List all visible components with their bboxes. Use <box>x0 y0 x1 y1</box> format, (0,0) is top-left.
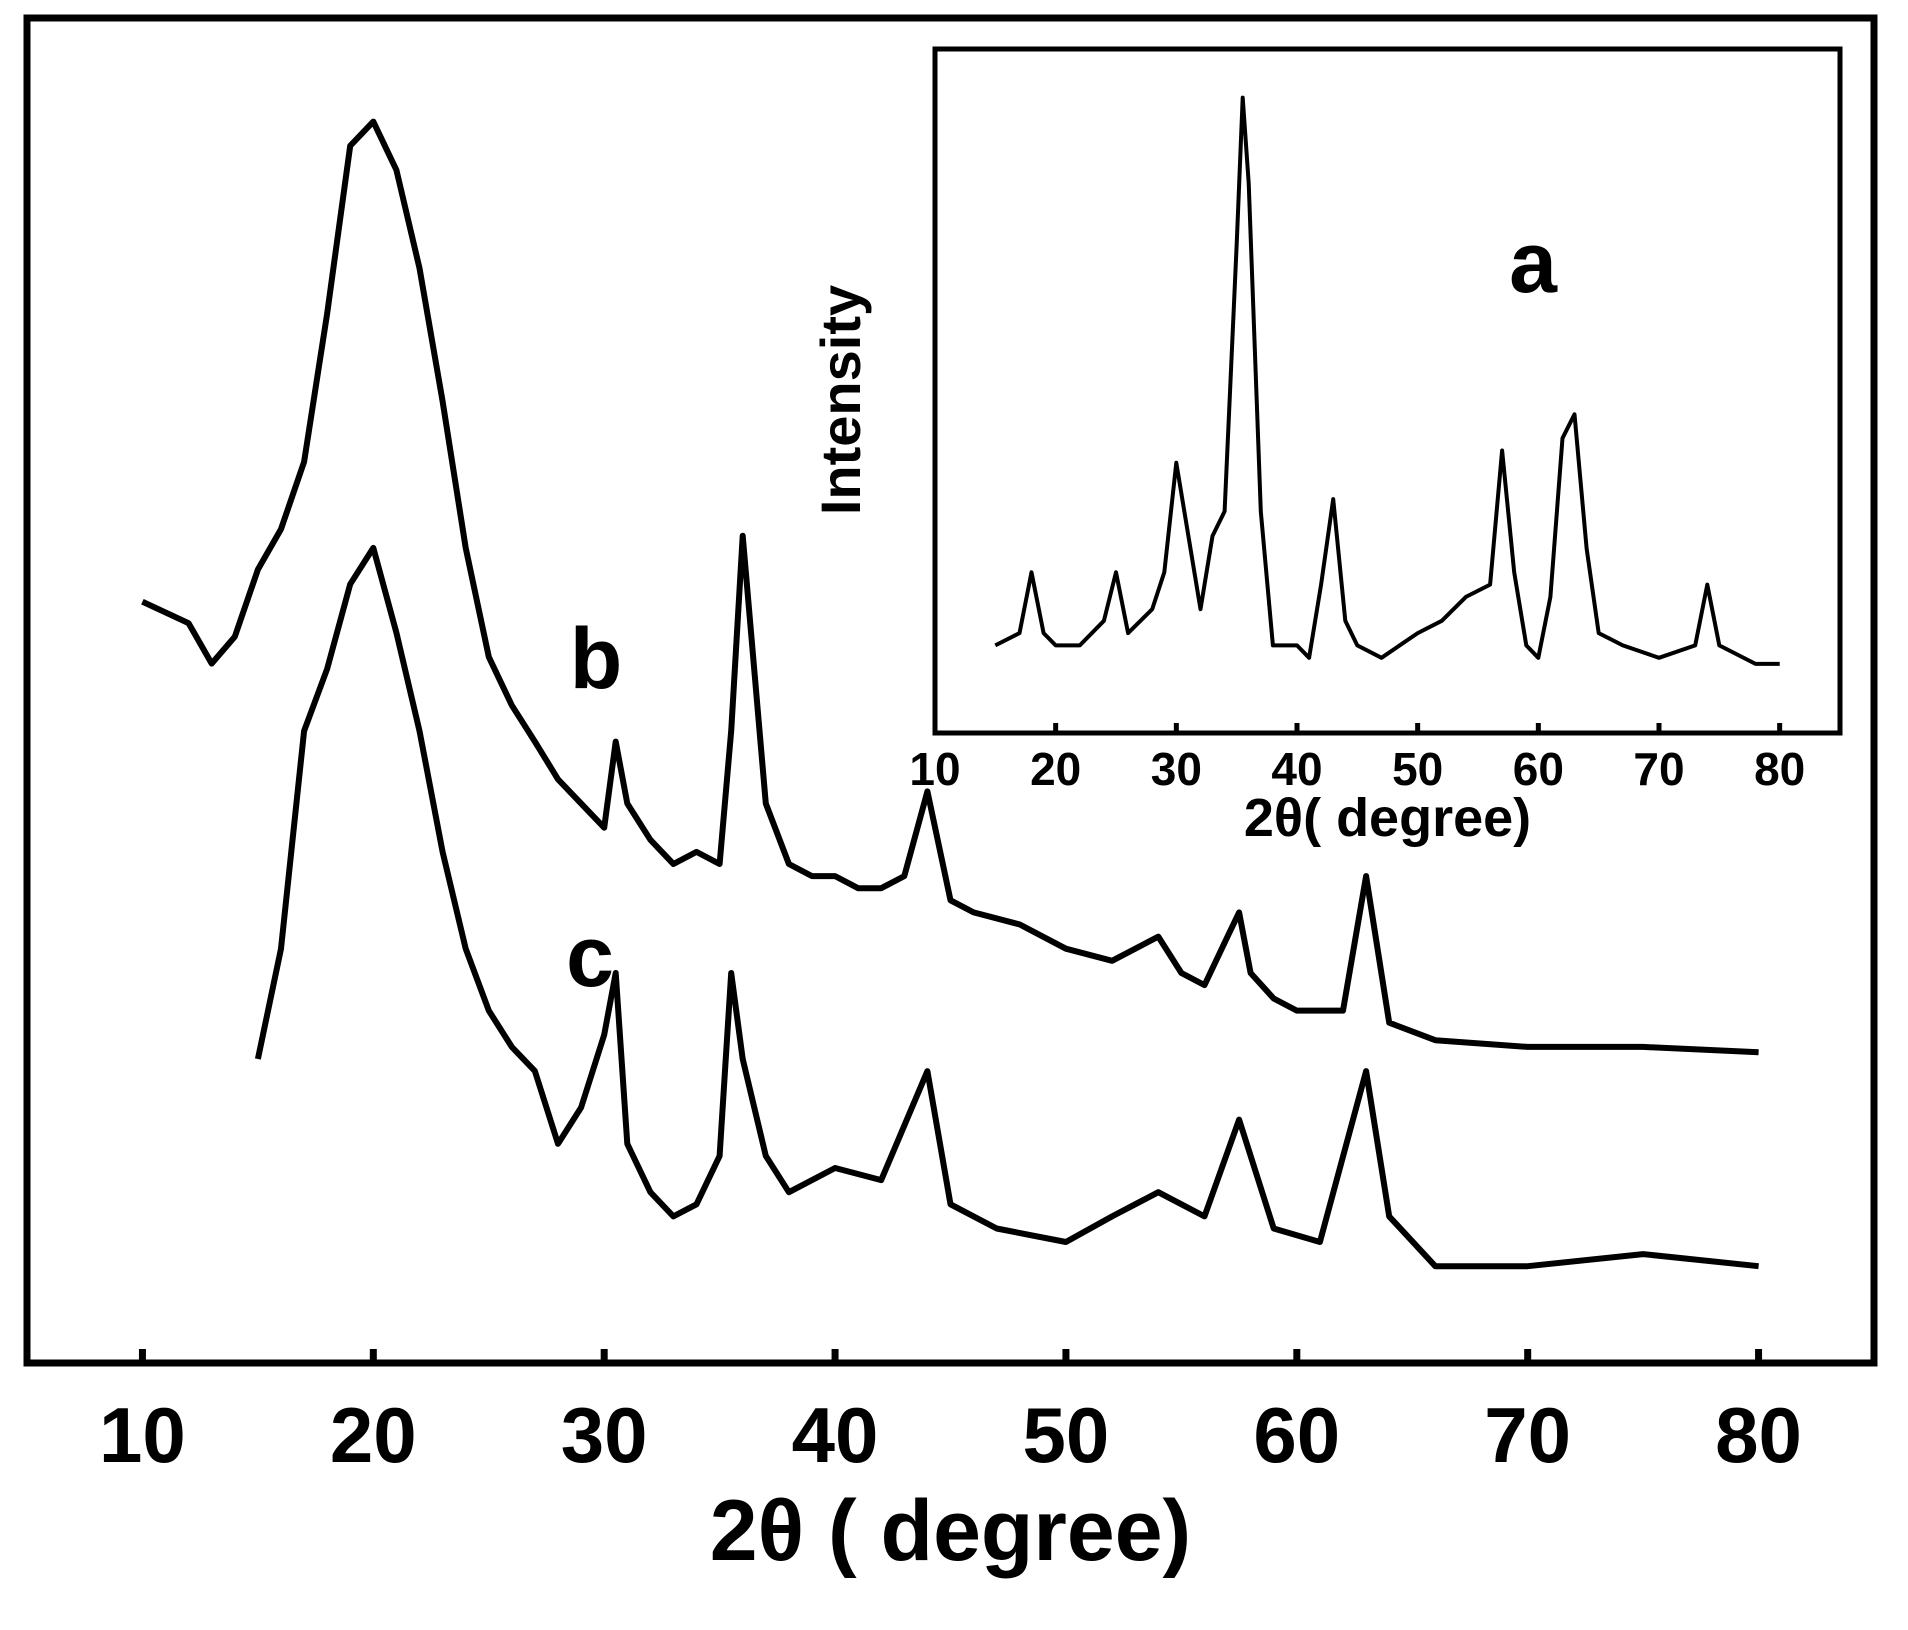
x-tick-label: 30 <box>1151 743 1202 795</box>
plot-frame <box>932 46 1843 736</box>
x-axis-label: 2θ( degree) <box>1244 788 1531 848</box>
x-tick-label: 10 <box>99 1391 186 1479</box>
x-tick-label: 60 <box>1253 1391 1340 1479</box>
x-tick-label: 10 <box>909 743 960 795</box>
data-line <box>994 95 1780 666</box>
data-line <box>254 544 1759 1270</box>
x-tick-label: 80 <box>1754 743 1805 795</box>
x-tick-label: 70 <box>1633 743 1684 795</box>
y-axis-label: Intensity <box>809 285 872 515</box>
curve-label: c <box>566 909 614 1005</box>
x-axis-label: 2θ ( degree) <box>710 1483 1191 1579</box>
x-tick-label: 20 <box>330 1391 417 1479</box>
x-tick-label: 40 <box>1271 743 1322 795</box>
data-line <box>141 118 1759 1056</box>
x-tick-label: 80 <box>1715 1391 1802 1479</box>
curve-label: b <box>570 611 623 707</box>
x-tick-label: 30 <box>561 1391 648 1479</box>
x-tick-label: 60 <box>1513 743 1564 795</box>
x-tick-label: 20 <box>1030 743 1081 795</box>
curve-label: a <box>1509 215 1558 311</box>
x-tick-label: 50 <box>1392 743 1443 795</box>
x-tick-label: 70 <box>1484 1391 1571 1479</box>
x-tick-label: 40 <box>792 1391 879 1479</box>
x-tick-label: 50 <box>1023 1391 1110 1479</box>
